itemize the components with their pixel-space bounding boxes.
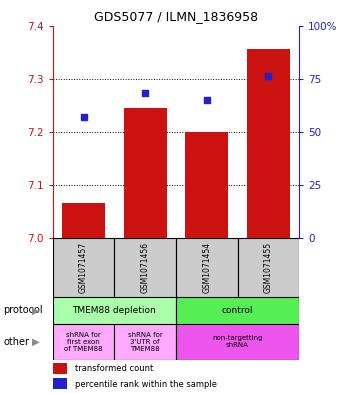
Point: [204, 97, 209, 103]
Point: [81, 114, 86, 120]
Bar: [114, 324, 176, 360]
Bar: [176, 297, 299, 324]
Text: protocol: protocol: [3, 305, 43, 316]
Text: shRNA for
first exon
of TMEM88: shRNA for first exon of TMEM88: [64, 332, 103, 352]
Bar: [62, 203, 105, 238]
Bar: [53, 324, 114, 360]
Text: GSM1071456: GSM1071456: [141, 242, 150, 293]
Bar: [185, 132, 228, 238]
Bar: [53, 363, 68, 374]
Text: non-targetting
shRNA: non-targetting shRNA: [212, 335, 263, 349]
Point: [142, 90, 148, 97]
Text: percentile rank within the sample: percentile rank within the sample: [75, 380, 217, 389]
Text: ▶: ▶: [32, 305, 39, 316]
Text: GSM1071455: GSM1071455: [264, 242, 273, 293]
Text: other: other: [3, 337, 29, 347]
Bar: [53, 238, 114, 297]
Bar: [53, 378, 68, 389]
Text: control: control: [222, 306, 253, 315]
Text: GSM1071454: GSM1071454: [202, 242, 211, 293]
Bar: [114, 238, 176, 297]
Bar: [176, 238, 238, 297]
Bar: [123, 108, 167, 238]
Bar: [176, 324, 299, 360]
Text: GSM1071457: GSM1071457: [79, 242, 88, 293]
Text: ▶: ▶: [32, 337, 39, 347]
Point: [266, 73, 271, 80]
Title: GDS5077 / ILMN_1836958: GDS5077 / ILMN_1836958: [94, 10, 258, 23]
Text: shRNA for
3'UTR of
TMEM88: shRNA for 3'UTR of TMEM88: [128, 332, 163, 352]
Bar: [53, 297, 176, 324]
Bar: [238, 238, 299, 297]
Text: TMEM88 depletion: TMEM88 depletion: [72, 306, 156, 315]
Text: transformed count: transformed count: [75, 364, 153, 373]
Bar: [247, 50, 290, 238]
